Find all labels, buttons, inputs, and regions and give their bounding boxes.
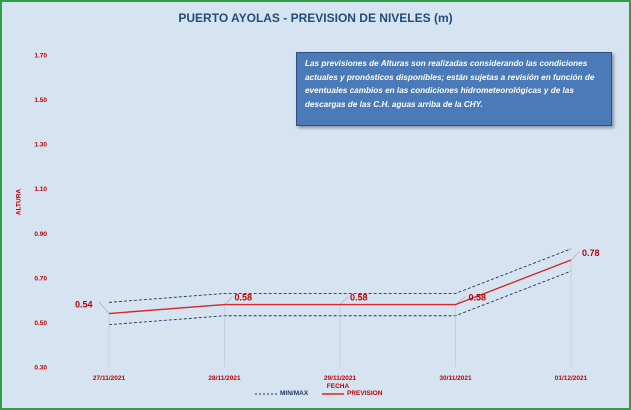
data-label-leader [570,250,581,261]
series-max-line [108,248,572,303]
y-tick-label: 1.30 [34,142,47,149]
x-tick-label: 01/12/2021 [555,375,588,382]
legend-dashed-line-icon [255,393,277,394]
x-tick-label: 30/11/2021 [439,375,472,382]
data-label: 0.78 [582,248,600,258]
legend-item-prevision: PREVISION [322,390,382,397]
x-axis-label: FECHA [326,383,350,390]
y-tick-label: 0.90 [34,231,47,238]
legend-item-minmax: MIN/MAX [255,390,308,397]
data-label-leader [98,301,110,314]
legend-solid-line-icon [322,392,344,395]
data-label: 0.58 [350,293,368,303]
y-tick-label: 1.50 [34,97,47,104]
y-tick-label: 1.70 [34,53,47,60]
data-label: 0.58 [469,293,487,303]
forecast-disclaimer-note: Las previsiones de Alturas son realizada… [296,52,612,126]
chart-title: PUERTO AYOLAS - PREVISION DE NIVELES (m) [178,11,453,25]
series-prevision-line [108,259,572,315]
y-tick-label: 0.50 [34,320,47,327]
y-tick-label: 0.30 [34,365,47,372]
y-axis-label: ALTURA [15,188,23,216]
data-label: 0.54 [75,300,93,310]
legend-label-minmax: MIN/MAX [280,390,309,397]
x-tick-label: 27/11/2021 [93,375,126,382]
y-tick-label: 0.70 [34,275,47,282]
data-label-leader [224,296,233,305]
y-tick-label: 1.10 [34,186,47,193]
legend-label-prevision: PREVISION [347,390,383,397]
x-tick-label: 29/11/2021 [324,375,357,382]
x-tick-label: 28/11/2021 [208,375,241,382]
data-label-leader [339,296,349,305]
chart-legend: MIN/MAX PREVISION [0,390,627,402]
data-label: 0.58 [235,293,253,303]
